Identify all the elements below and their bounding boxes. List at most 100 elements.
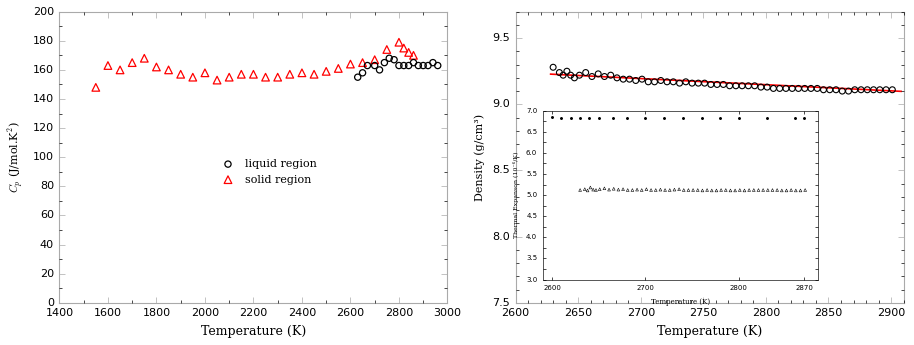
Legend: liquid region, solid region: liquid region, solid region — [212, 155, 321, 189]
liquid region — [391, 63, 406, 68]
Point — [579, 70, 593, 75]
Point — [873, 87, 887, 92]
Point — [552, 70, 567, 75]
solid region — [397, 45, 411, 51]
Y-axis label: Density (g/cm³): Density (g/cm³) — [474, 114, 485, 201]
X-axis label: Temperature (K): Temperature (K) — [201, 325, 306, 338]
Point — [860, 87, 875, 92]
solid region — [209, 77, 224, 83]
Point — [754, 84, 769, 90]
solid region — [89, 85, 103, 90]
solid region — [319, 69, 334, 74]
solid region — [367, 57, 382, 62]
solid region — [282, 71, 297, 77]
liquid region — [420, 63, 435, 68]
solid region — [379, 47, 394, 52]
liquid region — [406, 60, 420, 66]
Point — [585, 74, 600, 79]
Point — [797, 86, 812, 91]
Point — [572, 72, 587, 78]
Y-axis label: $C_p$ (J/mol.K$^2$): $C_p$ (J/mol.K$^2$) — [6, 121, 26, 193]
solid region — [149, 64, 164, 70]
Point — [704, 82, 718, 87]
Point — [567, 75, 581, 81]
solid region — [259, 75, 273, 80]
Point — [697, 80, 712, 86]
liquid region — [411, 63, 426, 68]
liquid region — [377, 60, 392, 66]
liquid region — [382, 56, 397, 61]
Point — [666, 79, 681, 85]
Point — [672, 80, 686, 86]
Point — [766, 86, 781, 91]
Point — [691, 80, 706, 86]
Point — [629, 78, 643, 83]
solid region — [271, 75, 285, 80]
solid region — [391, 39, 406, 45]
Point — [735, 83, 749, 89]
X-axis label: Temperature (K): Temperature (K) — [657, 325, 762, 338]
solid region — [125, 60, 140, 66]
liquid region — [401, 63, 416, 68]
Point — [829, 87, 844, 92]
liquid region — [367, 63, 382, 68]
solid region — [137, 56, 152, 61]
Point — [678, 79, 693, 85]
solid region — [406, 52, 420, 58]
solid region — [112, 67, 127, 73]
Point — [816, 87, 831, 92]
liquid region — [397, 63, 411, 68]
liquid region — [387, 57, 401, 62]
solid region — [222, 75, 237, 80]
liquid region — [350, 75, 365, 80]
Point — [760, 84, 774, 90]
Point — [647, 79, 662, 85]
Point — [722, 83, 737, 89]
Point — [556, 72, 570, 78]
liquid region — [356, 70, 370, 76]
solid region — [101, 63, 115, 68]
solid region — [234, 71, 249, 77]
Point — [785, 86, 800, 91]
liquid region — [372, 67, 387, 73]
liquid region — [360, 63, 375, 68]
solid region — [174, 71, 188, 77]
Point — [685, 80, 699, 86]
Point — [772, 86, 787, 91]
solid region — [343, 61, 357, 67]
Point — [634, 76, 649, 82]
Point — [563, 72, 578, 78]
Point — [597, 74, 611, 79]
Point — [792, 86, 806, 91]
Point — [878, 87, 893, 92]
Point — [616, 76, 631, 82]
Point — [779, 86, 793, 91]
Point — [660, 79, 675, 85]
Point — [654, 78, 668, 83]
Point — [710, 82, 725, 87]
Point — [622, 76, 637, 82]
solid region — [307, 71, 322, 77]
Point — [810, 86, 824, 91]
Point — [835, 88, 850, 94]
liquid region — [430, 63, 445, 68]
solid region — [294, 70, 309, 76]
solid region — [356, 60, 370, 66]
solid region — [331, 66, 345, 71]
Point — [841, 88, 856, 94]
Point — [546, 65, 560, 70]
Point — [823, 87, 837, 92]
Point — [854, 87, 868, 92]
liquid region — [416, 63, 430, 68]
Point — [741, 83, 756, 89]
Point — [866, 87, 881, 92]
solid region — [161, 67, 175, 73]
Point — [603, 72, 618, 78]
Point — [716, 82, 730, 87]
Point — [559, 68, 574, 74]
Point — [641, 79, 655, 85]
Point — [748, 83, 762, 89]
Point — [590, 71, 605, 77]
Point — [847, 87, 862, 92]
solid region — [197, 70, 212, 76]
